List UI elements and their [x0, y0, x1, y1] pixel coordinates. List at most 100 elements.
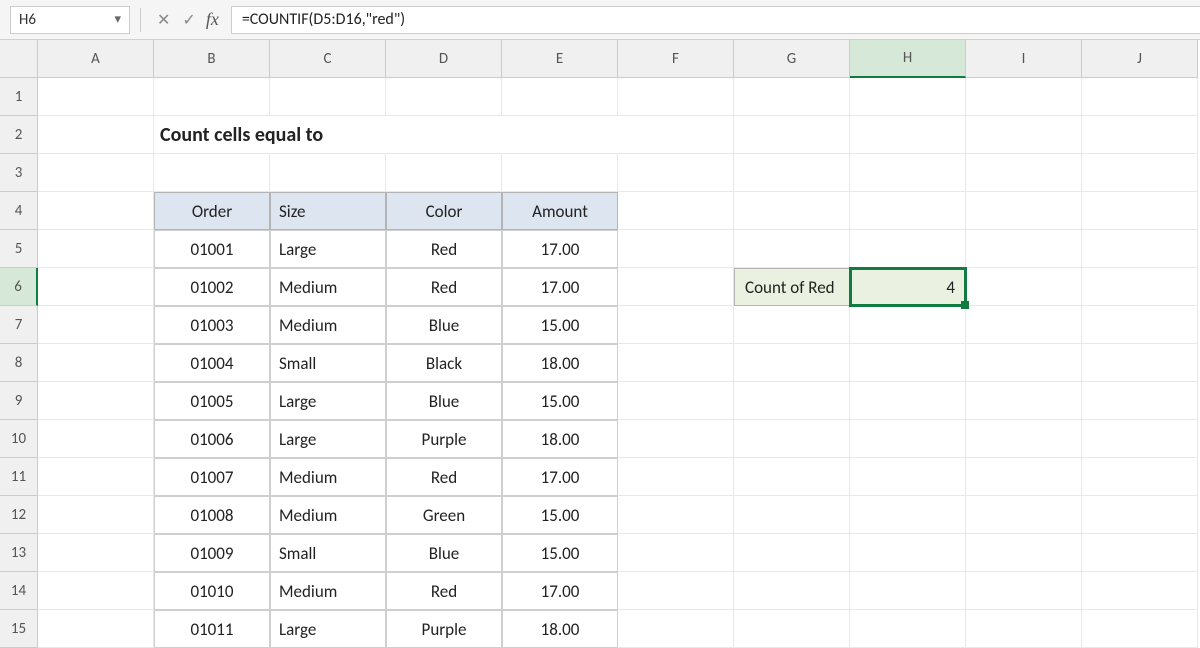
column-header-A[interactable]: A: [38, 40, 154, 78]
cell-J2[interactable]: [1082, 116, 1198, 154]
column-header-G[interactable]: G: [734, 40, 850, 78]
cell-D9[interactable]: Blue: [386, 382, 502, 420]
cell-G12[interactable]: [734, 496, 850, 534]
cell-G15[interactable]: [734, 610, 850, 648]
cell-I6[interactable]: [966, 268, 1082, 306]
column-header-D[interactable]: D: [386, 40, 502, 78]
cell-F11[interactable]: [618, 458, 734, 496]
cell-H8[interactable]: [850, 344, 966, 382]
cell-B6[interactable]: 01002: [154, 268, 270, 306]
cell-G5[interactable]: [734, 230, 850, 268]
cell-I4[interactable]: [966, 192, 1082, 230]
cell-D15[interactable]: Purple: [386, 610, 502, 648]
cell-A8[interactable]: [38, 344, 154, 382]
cell-H11[interactable]: [850, 458, 966, 496]
cell-B10[interactable]: 01006: [154, 420, 270, 458]
fill-handle[interactable]: [961, 301, 969, 309]
column-header-E[interactable]: E: [502, 40, 618, 78]
cell-D7[interactable]: Blue: [386, 306, 502, 344]
cell-F4[interactable]: [618, 192, 734, 230]
cell-J12[interactable]: [1082, 496, 1198, 534]
cell-D6[interactable]: Red: [386, 268, 502, 306]
cell-B11[interactable]: 01007: [154, 458, 270, 496]
cell-J4[interactable]: [1082, 192, 1198, 230]
cell-G10[interactable]: [734, 420, 850, 458]
cell-A11[interactable]: [38, 458, 154, 496]
cell-D10[interactable]: Purple: [386, 420, 502, 458]
cell-F9[interactable]: [618, 382, 734, 420]
cell-F7[interactable]: [618, 306, 734, 344]
cell-E9[interactable]: 15.00: [502, 382, 618, 420]
cell-J6[interactable]: [1082, 268, 1198, 306]
cell-G7[interactable]: [734, 306, 850, 344]
cell-G8[interactable]: [734, 344, 850, 382]
cell-G2[interactable]: [734, 116, 850, 154]
cell-F6[interactable]: [618, 268, 734, 306]
cell-G1[interactable]: [734, 78, 850, 116]
fx-icon[interactable]: fx: [202, 9, 227, 30]
cell-F13[interactable]: [618, 534, 734, 572]
cell-B9[interactable]: 01005: [154, 382, 270, 420]
cell-J5[interactable]: [1082, 230, 1198, 268]
cell-H10[interactable]: [850, 420, 966, 458]
cell-A6[interactable]: [38, 268, 154, 306]
name-box[interactable]: H6 ▾: [10, 6, 130, 34]
cell-I11[interactable]: [966, 458, 1082, 496]
row-header-8[interactable]: 8: [0, 344, 38, 382]
cell-G14[interactable]: [734, 572, 850, 610]
cell-B12[interactable]: 01008: [154, 496, 270, 534]
cell-I7[interactable]: [966, 306, 1082, 344]
row-header-12[interactable]: 12: [0, 496, 38, 534]
row-header-6[interactable]: 6: [0, 268, 38, 306]
cell-I8[interactable]: [966, 344, 1082, 382]
cell-B14[interactable]: 01010: [154, 572, 270, 610]
row-header-11[interactable]: 11: [0, 458, 38, 496]
cell-J10[interactable]: [1082, 420, 1198, 458]
row-header-1[interactable]: 1: [0, 78, 38, 116]
cell-H9[interactable]: [850, 382, 966, 420]
cell-I12[interactable]: [966, 496, 1082, 534]
cell-F10[interactable]: [618, 420, 734, 458]
cell-C15[interactable]: Large: [270, 610, 386, 648]
cell-F5[interactable]: [618, 230, 734, 268]
cell-J14[interactable]: [1082, 572, 1198, 610]
cell-I5[interactable]: [966, 230, 1082, 268]
cell-E12[interactable]: 15.00: [502, 496, 618, 534]
cell-J7[interactable]: [1082, 306, 1198, 344]
cell-C4[interactable]: Size: [270, 192, 386, 230]
cell-C13[interactable]: Small: [270, 534, 386, 572]
cell-B1[interactable]: [154, 78, 270, 116]
cell-C5[interactable]: Large: [270, 230, 386, 268]
cell-A4[interactable]: [38, 192, 154, 230]
cell-G4[interactable]: [734, 192, 850, 230]
cell-E15[interactable]: 18.00: [502, 610, 618, 648]
row-header-13[interactable]: 13: [0, 534, 38, 572]
cell-F8[interactable]: [618, 344, 734, 382]
cell-B15[interactable]: 01011: [154, 610, 270, 648]
cell-J13[interactable]: [1082, 534, 1198, 572]
row-header-7[interactable]: 7: [0, 306, 38, 344]
cell-A12[interactable]: [38, 496, 154, 534]
cell-C12[interactable]: Medium: [270, 496, 386, 534]
cell-G6[interactable]: Count of Red: [734, 268, 850, 306]
cell-H3[interactable]: [850, 154, 966, 192]
cell-E11[interactable]: 17.00: [502, 458, 618, 496]
cell-F2[interactable]: [618, 116, 734, 154]
cell-E10[interactable]: 18.00: [502, 420, 618, 458]
cell-H7[interactable]: [850, 306, 966, 344]
cell-I3[interactable]: [966, 154, 1082, 192]
cell-C7[interactable]: Medium: [270, 306, 386, 344]
cell-J9[interactable]: [1082, 382, 1198, 420]
cell-I15[interactable]: [966, 610, 1082, 648]
cell-I14[interactable]: [966, 572, 1082, 610]
cell-F3[interactable]: [618, 154, 734, 192]
cell-E8[interactable]: 18.00: [502, 344, 618, 382]
cell-C10[interactable]: Large: [270, 420, 386, 458]
cell-G3[interactable]: [734, 154, 850, 192]
cell-G13[interactable]: [734, 534, 850, 572]
column-header-C[interactable]: C: [270, 40, 386, 78]
cell-F15[interactable]: [618, 610, 734, 648]
cell-D12[interactable]: Green: [386, 496, 502, 534]
cell-A9[interactable]: [38, 382, 154, 420]
cell-J8[interactable]: [1082, 344, 1198, 382]
